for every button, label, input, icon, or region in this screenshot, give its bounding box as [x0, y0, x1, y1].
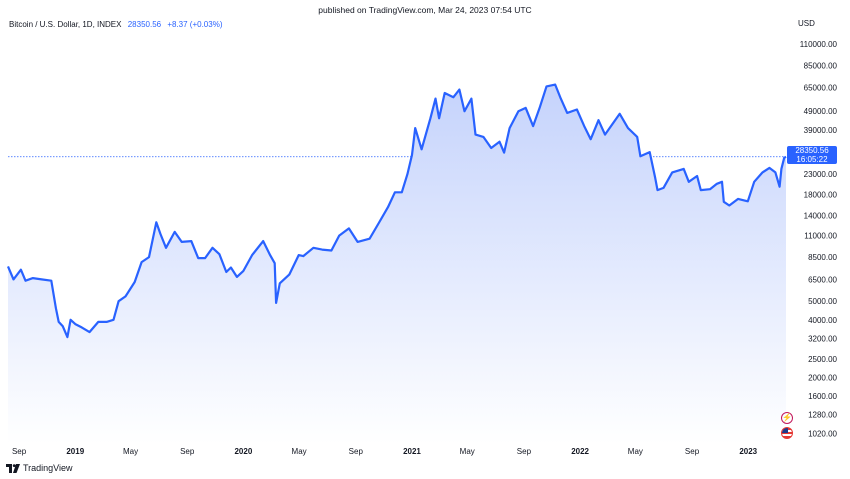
price-tick-label: 23000.00	[804, 170, 838, 179]
footer-brand[interactable]: TradingView	[6, 463, 73, 473]
time-tick-label: Sep	[12, 447, 27, 456]
price-tick-label: 1280.00	[808, 411, 837, 420]
price-area-fill	[8, 84, 786, 444]
time-tick-label: 2021	[403, 447, 421, 456]
price-tick-label: 1020.00	[808, 430, 837, 439]
price-tick-label: 11000.00	[804, 232, 837, 241]
bar-countdown: 16:05:22	[796, 155, 828, 164]
brand-name: TradingView	[23, 463, 73, 473]
price-tick-label: 6500.00	[808, 275, 837, 284]
price-tick-label: 49000.00	[804, 107, 838, 116]
symbol-title[interactable]: Bitcoin / U.S. Dollar, 1D, INDEX	[9, 20, 122, 29]
price-tick-label: 85000.00	[804, 61, 838, 70]
flash-icon[interactable]: ⚡	[781, 412, 793, 424]
legend-change: +8.37 (+0.03%)	[167, 20, 223, 29]
price-tick-label: 2000.00	[808, 374, 837, 383]
time-tick-label: Sep	[349, 447, 364, 456]
price-tick-label: 5000.00	[808, 297, 837, 306]
price-tick-label: 3200.00	[808, 334, 837, 343]
time-tick-label: May	[628, 447, 643, 456]
last-price-value: 28350.56	[795, 146, 829, 155]
tradingview-logo-icon	[6, 463, 20, 473]
time-tick-label: Sep	[685, 447, 700, 456]
price-tick-label: 39000.00	[804, 126, 838, 135]
price-tick-label: 65000.00	[804, 84, 838, 93]
price-tick-label: 8500.00	[808, 253, 837, 262]
price-tick-label: 1600.00	[808, 392, 837, 401]
time-tick-label: 2020	[234, 447, 252, 456]
last-price-tag: 28350.56 16:05:22	[787, 146, 837, 164]
published-info: published on TradingView.com, Mar 24, 20…	[318, 5, 532, 15]
currency-label[interactable]: USD	[798, 19, 815, 28]
time-tick-label: May	[123, 447, 138, 456]
price-axis: 110000.00 85000.00 65000.00 49000.00 39000.0…	[800, 40, 838, 439]
price-tick-label: 4000.00	[808, 316, 837, 325]
time-tick-label: May	[460, 447, 475, 456]
time-tick-label: 2023	[739, 447, 757, 456]
price-tick-label: 2500.00	[808, 355, 837, 364]
price-tick-label: 110000.00	[800, 40, 838, 49]
time-tick-label: Sep	[180, 447, 195, 456]
legend-price: 28350.56	[127, 20, 162, 29]
symbol-legend: Bitcoin / U.S. Dollar, 1D, INDEX 28350.5…	[9, 20, 222, 29]
time-axis: Sep 2019 May Sep 2020 May Sep 2021 May Sep 2022 May…	[12, 447, 758, 456]
price-tick-label: 18000.00	[804, 191, 838, 200]
time-tick-label: 2022	[571, 447, 589, 456]
price-series-line	[6, 83, 787, 339]
time-tick-label: 2019	[66, 447, 84, 456]
time-tick-label: Sep	[517, 447, 532, 456]
price-tick-label: 14000.00	[804, 212, 838, 221]
us-flag-icon[interactable]	[781, 427, 793, 439]
time-tick-label: May	[292, 447, 307, 456]
